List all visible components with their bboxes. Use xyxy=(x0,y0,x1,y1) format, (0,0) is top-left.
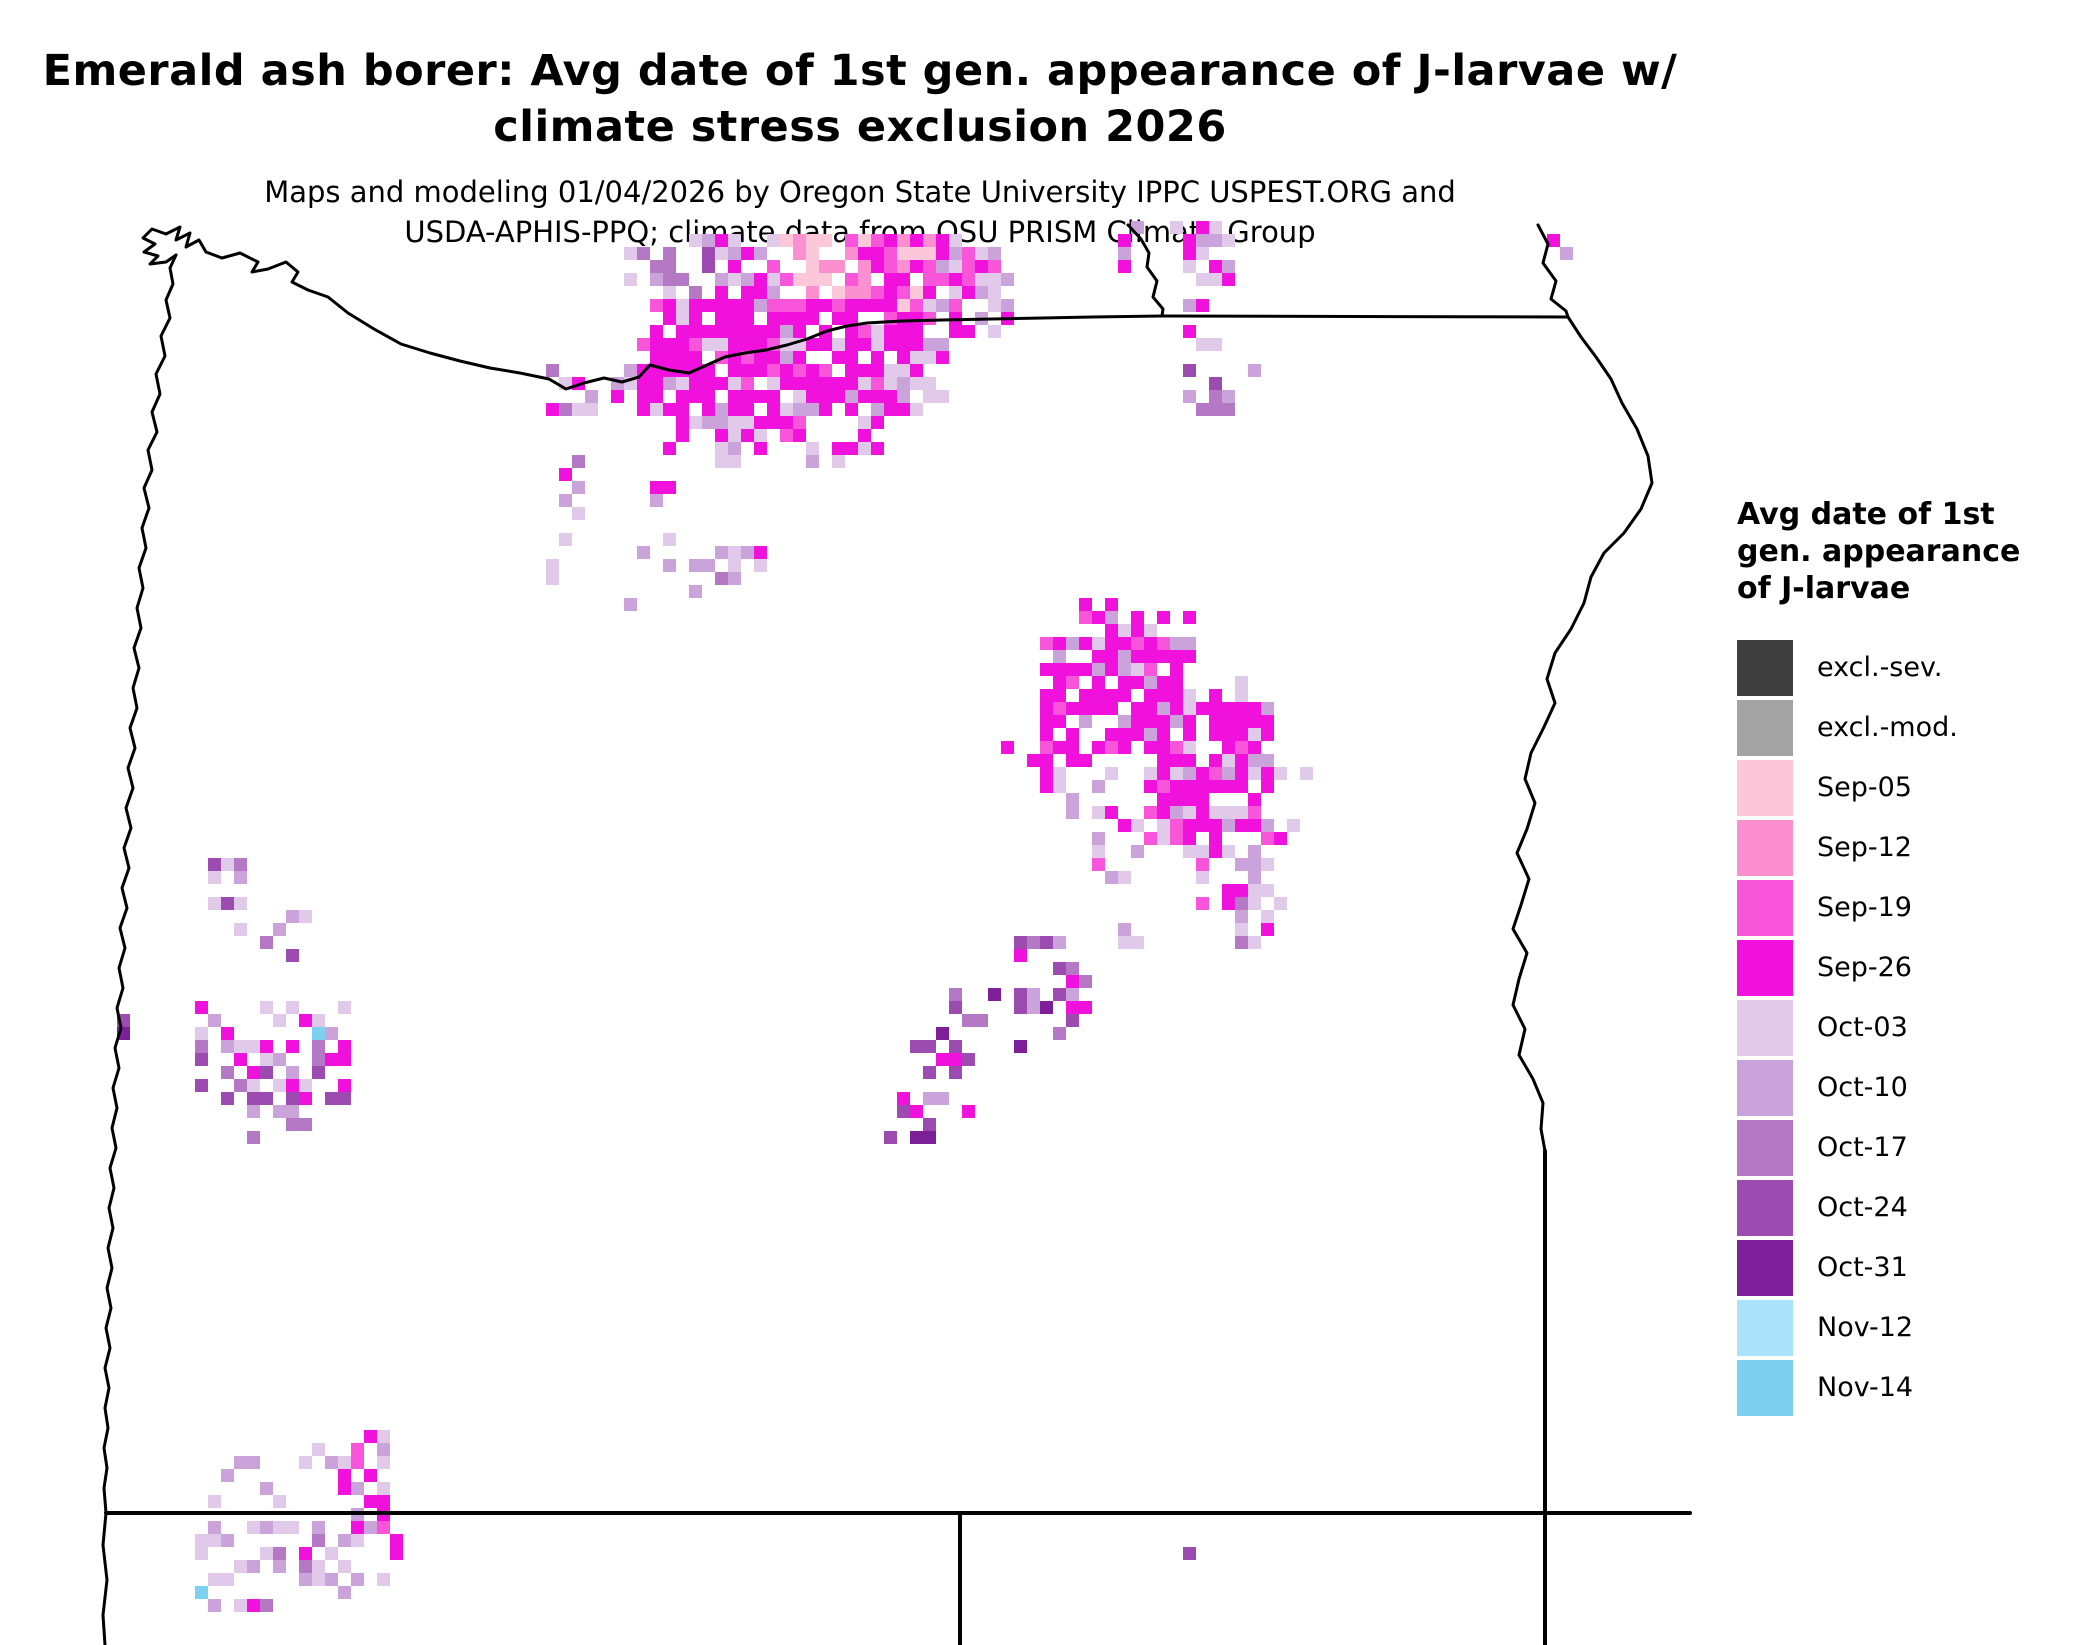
legend-color-swatch xyxy=(1737,939,1793,996)
legend-title-line-2: gen. appearance xyxy=(1737,533,2021,569)
columbia-river xyxy=(204,250,1164,391)
legend-entry-label: Nov-12 xyxy=(1817,1312,1914,1344)
columbia-river-north xyxy=(1126,223,1165,318)
legend-color-swatch xyxy=(1737,1239,1793,1296)
legend-entry-label: excl.-mod. xyxy=(1817,712,1958,744)
legend-entry-label: Sep-26 xyxy=(1817,952,1912,984)
legend-entry: Oct-17 xyxy=(1737,1118,2089,1178)
legend: Avg date of 1st gen. appearance of J-lar… xyxy=(1737,497,2089,1418)
pacific-coastline xyxy=(101,253,178,1645)
legend-color-swatch xyxy=(1737,699,1793,756)
page-title-line-2: climate stress exclusion 2026 xyxy=(493,101,1227,152)
legend-entry-label: Oct-17 xyxy=(1817,1132,1908,1164)
legend-entry-label: Oct-03 xyxy=(1817,1012,1908,1044)
legend-entry-label: Oct-24 xyxy=(1817,1192,1908,1224)
page-title-line-1: Emerald ash borer: Avg date of 1st gen. … xyxy=(42,46,1678,96)
legend-entry-label: Sep-19 xyxy=(1817,892,1912,924)
legend-entry-label: Sep-12 xyxy=(1817,832,1912,864)
legend-entry-label: Oct-10 xyxy=(1817,1072,1908,1104)
legend-title-line-1: Avg date of 1st xyxy=(1737,497,1995,532)
legend-entry: Oct-24 xyxy=(1737,1178,2089,1238)
legend-entry: Sep-26 xyxy=(1737,938,2089,998)
legend-color-swatch xyxy=(1737,819,1793,876)
columbia-river-mouth xyxy=(141,225,208,266)
legend-title-line-3: of J-larvae xyxy=(1737,570,1911,606)
legend-entry-label: Sep-05 xyxy=(1817,772,1912,804)
header: Emerald ash borer: Avg date of 1st gen. … xyxy=(0,44,1720,253)
legend-color-swatch xyxy=(1737,1059,1793,1116)
legend-color-swatch xyxy=(1737,639,1793,696)
legend-entry-label: excl.-sev. xyxy=(1817,652,1943,684)
legend-color-swatch xyxy=(1737,999,1793,1056)
legend-entry: Nov-12 xyxy=(1737,1298,2089,1358)
snake-river xyxy=(1511,223,1654,1153)
legend-entry: Oct-31 xyxy=(1737,1238,2089,1298)
subtitle: Maps and modeling 01/04/2026 by Oregon S… xyxy=(0,172,1720,253)
legend-color-swatch xyxy=(1737,1359,1793,1416)
legend-entry: Nov-14 xyxy=(1737,1358,2089,1418)
legend-entry: Sep-19 xyxy=(1737,878,2089,938)
borders-layer xyxy=(101,223,1692,1645)
legend-entry: Sep-05 xyxy=(1737,758,2089,818)
legend-entry: excl.-sev. xyxy=(1737,638,2089,698)
legend-color-swatch xyxy=(1737,759,1793,816)
raster-layer xyxy=(117,221,1573,1612)
legend-color-swatch xyxy=(1737,1299,1793,1356)
legend-entry: Oct-10 xyxy=(1737,1058,2089,1118)
legend-entry-label: Oct-31 xyxy=(1817,1252,1908,1284)
legend-color-swatch xyxy=(1737,879,1793,936)
legend-entry: excl.-mod. xyxy=(1737,698,2089,758)
legend-color-swatch xyxy=(1737,1179,1793,1236)
legend-entry: Oct-03 xyxy=(1737,998,2089,1058)
legend-color-swatch xyxy=(1737,1119,1793,1176)
legend-entries: excl.-sev. excl.-mod. Sep-05 Sep-12 Sep-19 Se… xyxy=(1737,638,2089,1418)
washington-border xyxy=(1160,314,1570,319)
legend-entry-label: Nov-14 xyxy=(1817,1372,1914,1404)
subtitle-line-1: Maps and modeling 01/04/2026 by Oregon S… xyxy=(264,174,1456,209)
legend-entry: Sep-12 xyxy=(1737,818,2089,878)
